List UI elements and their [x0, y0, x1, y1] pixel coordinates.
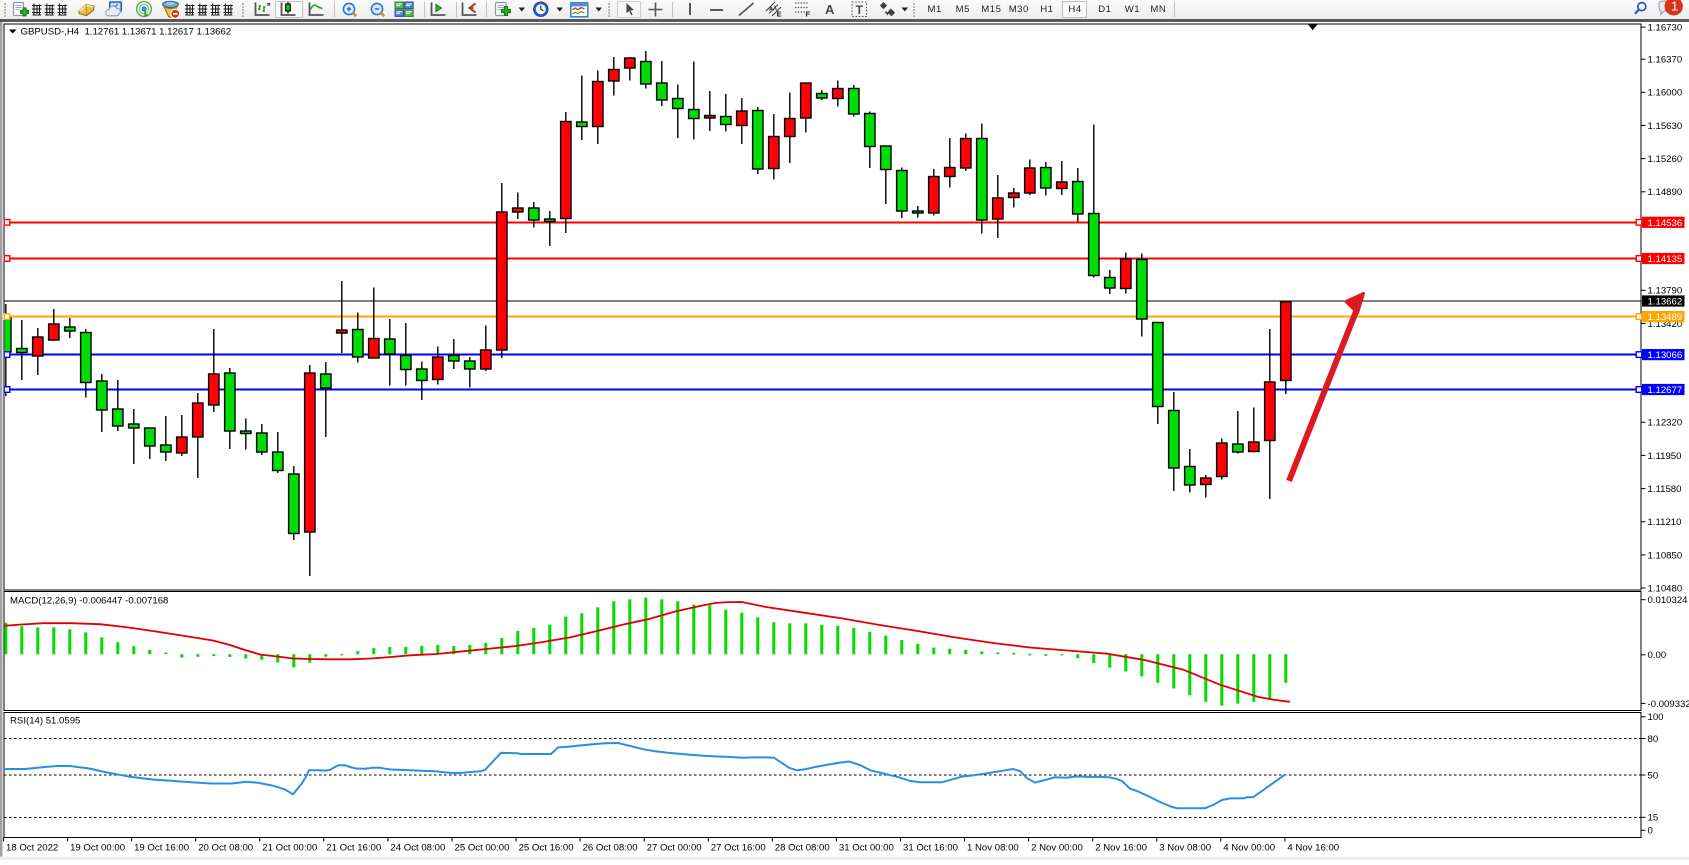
svg-text:1.16370: 1.16370 [1648, 55, 1683, 66]
svg-text:1.14135: 1.14135 [1648, 254, 1683, 265]
svg-text:24 Oct 08:00: 24 Oct 08:00 [390, 843, 445, 854]
svg-text:0.00: 0.00 [1648, 650, 1667, 661]
svg-text:MACD(12,26,9) -0.006447 -0.007: MACD(12,26,9) -0.006447 -0.007168 [10, 596, 168, 607]
svg-text:20 Oct 08:00: 20 Oct 08:00 [198, 843, 253, 854]
svg-text:1.16730: 1.16730 [1648, 23, 1683, 34]
svg-text:19 Oct 00:00: 19 Oct 00:00 [70, 843, 125, 854]
svg-text:2 Nov 16:00: 2 Nov 16:00 [1095, 843, 1147, 854]
svg-text:0: 0 [1648, 826, 1653, 837]
svg-text:1.11210: 1.11210 [1648, 517, 1682, 528]
svg-text:80: 80 [1648, 734, 1659, 745]
svg-text:2 Nov 00:00: 2 Nov 00:00 [1031, 843, 1083, 854]
svg-text:1.11950: 1.11950 [1648, 451, 1682, 462]
svg-text:1.14536: 1.14536 [1648, 218, 1683, 229]
svg-text:26 Oct 08:00: 26 Oct 08:00 [583, 843, 638, 854]
svg-text:100: 100 [1648, 712, 1664, 723]
svg-text:GBPUSD-,H4 1.12761 1.13671 1.: GBPUSD-,H4 1.12761 1.13671 1.12617 1.136… [21, 27, 232, 38]
svg-text:1.13489: 1.13489 [1648, 312, 1683, 323]
svg-text:-0.009332: -0.009332 [1648, 699, 1689, 710]
svg-text:27 Oct 00:00: 27 Oct 00:00 [647, 843, 702, 854]
svg-text:50: 50 [1648, 770, 1659, 781]
svg-text:1.13790: 1.13790 [1648, 286, 1683, 297]
svg-text:4 Nov 00:00: 4 Nov 00:00 [1223, 843, 1275, 854]
svg-text:1 Nov 08:00: 1 Nov 08:00 [967, 843, 1019, 854]
svg-text:4 Nov 16:00: 4 Nov 16:00 [1287, 843, 1339, 854]
svg-text:1.15260: 1.15260 [1648, 154, 1683, 165]
svg-text:1.13662: 1.13662 [1648, 297, 1683, 308]
svg-text:T: T [856, 3, 864, 17]
svg-text:31 Oct 00:00: 31 Oct 00:00 [839, 843, 894, 854]
svg-text:1.11580: 1.11580 [1648, 484, 1682, 495]
svg-text:1.10850: 1.10850 [1648, 550, 1683, 561]
svg-text:19 Oct 16:00: 19 Oct 16:00 [134, 843, 189, 854]
svg-text:15: 15 [1648, 813, 1659, 824]
svg-text:1.12677: 1.12677 [1648, 385, 1683, 396]
svg-text:21 Oct 00:00: 21 Oct 00:00 [262, 843, 317, 854]
svg-text:21 Oct 16:00: 21 Oct 16:00 [326, 843, 381, 854]
svg-text:1: 1 [1671, 0, 1678, 14]
svg-text:3 Nov 08:00: 3 Nov 08:00 [1159, 843, 1211, 854]
svg-text:27 Oct 16:00: 27 Oct 16:00 [711, 843, 766, 854]
svg-text:1.15630: 1.15630 [1648, 121, 1683, 132]
svg-text:25 Oct 00:00: 25 Oct 00:00 [455, 843, 510, 854]
svg-text:1.12320: 1.12320 [1648, 418, 1683, 429]
svg-text:1.10480: 1.10480 [1648, 583, 1683, 594]
svg-text:F: F [806, 10, 811, 19]
svg-text:28 Oct 08:00: 28 Oct 08:00 [775, 843, 830, 854]
svg-text:25 Oct 16:00: 25 Oct 16:00 [519, 843, 574, 854]
svg-text:0.010324: 0.010324 [1648, 595, 1689, 606]
svg-text:18 Oct 2022: 18 Oct 2022 [6, 843, 58, 854]
svg-text:E: E [777, 10, 782, 19]
svg-text:RSI(14) 51.0595: RSI(14) 51.0595 [10, 716, 80, 727]
svg-text:1.13066: 1.13066 [1648, 350, 1683, 361]
svg-text:31 Oct 16:00: 31 Oct 16:00 [903, 843, 958, 854]
svg-text:1.16000: 1.16000 [1648, 88, 1683, 99]
svg-text:1.14890: 1.14890 [1648, 187, 1683, 198]
